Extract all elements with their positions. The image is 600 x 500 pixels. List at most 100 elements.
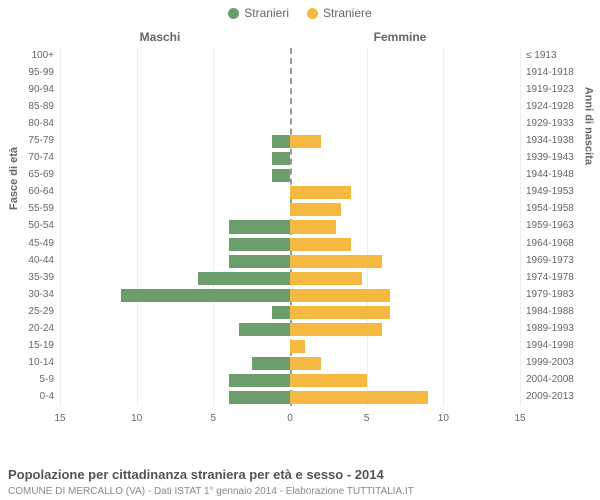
birth-label: 2004-2008 xyxy=(526,374,590,385)
legend-male-label: Stranieri xyxy=(244,6,289,20)
legend: Stranieri Straniere xyxy=(0,0,600,20)
age-label: 30-34 xyxy=(18,289,54,300)
pyramid-row: 70-741939-1943 xyxy=(60,150,520,167)
chart-container: Stranieri Straniere Maschi Femmine Fasce… xyxy=(0,0,600,500)
column-headers: Maschi Femmine xyxy=(0,30,600,44)
bar-male xyxy=(272,152,290,165)
x-tick: 10 xyxy=(131,413,142,424)
pyramid-row: 0-42009-2013 xyxy=(60,389,520,406)
pyramid-row: 75-791934-1938 xyxy=(60,133,520,150)
female-swatch xyxy=(307,8,318,19)
age-label: 35-39 xyxy=(18,272,54,283)
pyramid-row: 95-991914-1918 xyxy=(60,65,520,82)
pyramid-row: 85-891924-1928 xyxy=(60,99,520,116)
bar-male xyxy=(252,357,290,370)
bar-female xyxy=(290,340,305,353)
birth-label: ≤ 1913 xyxy=(526,50,590,61)
legend-female-label: Straniere xyxy=(323,6,372,20)
legend-male: Stranieri xyxy=(228,6,289,20)
bar-female xyxy=(290,220,336,233)
age-label: 85-89 xyxy=(18,101,54,112)
birth-label: 1939-1943 xyxy=(526,152,590,163)
birth-label: 1914-1918 xyxy=(526,67,590,78)
bar-female xyxy=(290,306,390,319)
age-label: 45-49 xyxy=(18,238,54,249)
bar-male xyxy=(229,374,290,387)
birth-label: 1964-1968 xyxy=(526,238,590,249)
x-tick: 5 xyxy=(364,413,370,424)
birth-label: 1989-1993 xyxy=(526,323,590,334)
age-label: 65-69 xyxy=(18,169,54,180)
birth-label: 1959-1963 xyxy=(526,220,590,231)
pyramid-row: 35-391974-1978 xyxy=(60,270,520,287)
age-label: 0-4 xyxy=(18,391,54,402)
birth-label: 1929-1933 xyxy=(526,118,590,129)
bar-female xyxy=(290,135,321,148)
birth-label: 1934-1938 xyxy=(526,135,590,146)
header-female: Femmine xyxy=(260,30,520,44)
bar-male xyxy=(272,169,290,182)
birth-label: 1999-2003 xyxy=(526,357,590,368)
age-label: 95-99 xyxy=(18,67,54,78)
x-tick: 15 xyxy=(514,413,525,424)
gridline xyxy=(520,48,521,406)
age-label: 5-9 xyxy=(18,374,54,385)
pyramid-row: 30-341979-1983 xyxy=(60,287,520,304)
bar-male xyxy=(121,289,290,302)
bar-male xyxy=(198,272,290,285)
bar-female xyxy=(290,357,321,370)
bar-female xyxy=(290,289,390,302)
bar-female xyxy=(290,238,351,251)
pyramid-row: 60-641949-1953 xyxy=(60,184,520,201)
age-label: 40-44 xyxy=(18,255,54,266)
subcaption: COMUNE DI MERCALLO (VA) - Dati ISTAT 1° … xyxy=(8,486,414,497)
x-tick: 5 xyxy=(211,413,217,424)
age-label: 100+ xyxy=(18,50,54,61)
bar-female xyxy=(290,323,382,336)
bar-male xyxy=(229,255,290,268)
bar-male xyxy=(272,135,290,148)
bar-male xyxy=(272,306,290,319)
birth-label: 1979-1983 xyxy=(526,289,590,300)
age-label: 60-64 xyxy=(18,186,54,197)
pyramid-row: 5-92004-2008 xyxy=(60,372,520,389)
birth-label: 1949-1953 xyxy=(526,186,590,197)
bar-female xyxy=(290,203,341,216)
caption: Popolazione per cittadinanza straniera p… xyxy=(8,467,384,482)
age-label: 90-94 xyxy=(18,84,54,95)
age-label: 20-24 xyxy=(18,323,54,334)
birth-label: 1954-1958 xyxy=(526,203,590,214)
pyramid-row: 80-841929-1933 xyxy=(60,116,520,133)
pyramid-row: 50-541959-1963 xyxy=(60,218,520,235)
age-label: 70-74 xyxy=(18,152,54,163)
birth-label: 2009-2013 xyxy=(526,391,590,402)
bar-male xyxy=(229,220,290,233)
x-tick: 15 xyxy=(54,413,65,424)
age-label: 80-84 xyxy=(18,118,54,129)
bar-female xyxy=(290,255,382,268)
legend-female: Straniere xyxy=(307,6,372,20)
pyramid-row: 45-491964-1968 xyxy=(60,236,520,253)
birth-label: 1944-1948 xyxy=(526,169,590,180)
bar-female xyxy=(290,391,428,404)
birth-label: 1924-1928 xyxy=(526,101,590,112)
pyramid-row: 20-241989-1993 xyxy=(60,321,520,338)
pyramid-row: 55-591954-1958 xyxy=(60,201,520,218)
x-tick: 10 xyxy=(438,413,449,424)
pyramid-row: 15-191994-1998 xyxy=(60,338,520,355)
age-label: 75-79 xyxy=(18,135,54,146)
age-label: 55-59 xyxy=(18,203,54,214)
pyramid-row: 90-941919-1923 xyxy=(60,82,520,99)
birth-label: 1974-1978 xyxy=(526,272,590,283)
age-label: 10-14 xyxy=(18,357,54,368)
pyramid-row: 40-441969-1973 xyxy=(60,253,520,270)
bar-female xyxy=(290,374,367,387)
bar-male xyxy=(229,391,290,404)
pyramid-row: 25-291984-1988 xyxy=(60,304,520,321)
bar-female xyxy=(290,186,351,199)
bar-male xyxy=(229,238,290,251)
male-swatch xyxy=(228,8,239,19)
birth-label: 1969-1973 xyxy=(526,255,590,266)
bar-male xyxy=(239,323,290,336)
age-label: 15-19 xyxy=(18,340,54,351)
